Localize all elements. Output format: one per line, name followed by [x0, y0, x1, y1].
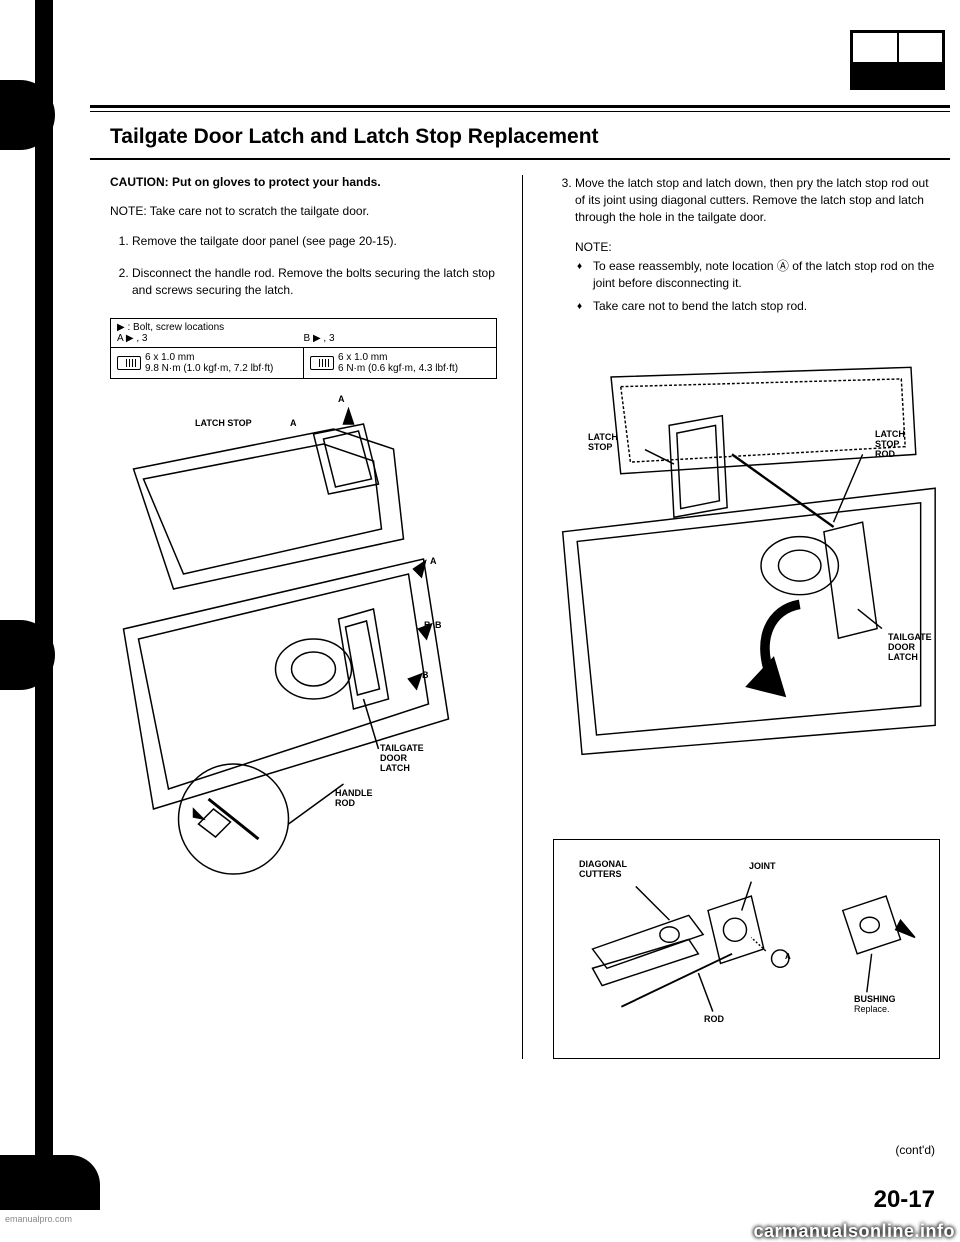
step-3: Move the latch stop and latch down, then…: [575, 175, 940, 225]
label-b: B: [424, 621, 431, 631]
contd-text: (cont'd): [895, 1143, 935, 1157]
label-a: A: [430, 557, 437, 567]
step-2: Disconnect the handle rod. Remove the bo…: [132, 265, 497, 299]
label-rod: ROD: [704, 1015, 724, 1025]
torque-spec-box: ▶ : Bolt, screw locations A ▶ , 3 B ▶ , …: [110, 318, 497, 379]
label-a: A: [338, 395, 345, 405]
left-column: CAUTION: Put on gloves to protect your h…: [110, 175, 523, 1059]
label-handle-rod: HANDLE ROD: [335, 789, 373, 809]
steps-list: Remove the tailgate door panel (see page…: [110, 233, 497, 298]
bolt-icon: [117, 356, 141, 370]
note-text: NOTE: Take care not to scratch the tailg…: [110, 204, 497, 218]
label-diagonal-cutters: DIAGONAL CUTTERS: [579, 860, 627, 880]
binder-spine: [35, 0, 53, 1200]
note-label: NOTE:: [575, 240, 940, 254]
watermark: carmanualsonline.info: [753, 1221, 955, 1242]
label-latch-stop: LATCH STOP: [588, 433, 618, 453]
spec-a-torque: 9.8 N·m (1.0 kgf·m, 7.2 lbf·ft): [145, 363, 273, 374]
label-tailgate-door-latch: TAILGATE DOOR LATCH: [888, 633, 932, 663]
spec-a-size: 6 x 1.0 mm: [145, 352, 273, 363]
spec-header: ▶ : Bolt, screw locations: [117, 322, 490, 333]
binder-flap: [0, 1155, 100, 1210]
caution-label: CAUTION:: [110, 175, 169, 189]
label-joint: JOINT: [749, 862, 776, 872]
car-logo-icon: [850, 30, 945, 90]
page-number: 20-17: [874, 1186, 935, 1214]
page-title: Tailgate Door Latch and Latch Stop Repla…: [110, 125, 599, 149]
left-diagram: LATCH STOP A A A B B B TAILGATE DOOR LAT…: [110, 389, 497, 889]
label-a-mark: A: [785, 953, 791, 962]
divider: [90, 158, 950, 160]
label-latch-stop: LATCH STOP: [195, 419, 252, 429]
right-column: Move the latch stop and latch down, then…: [553, 175, 950, 1059]
right-diagram: LATCH STOP LATCH STOP ROD TAILGATE DOOR …: [553, 330, 940, 840]
label-b: B: [422, 671, 429, 681]
source-url: emanualpro.com: [5, 1214, 72, 1224]
screw-icon: [310, 356, 334, 370]
label-latch-stop-rod: LATCH STOP ROD: [875, 430, 905, 460]
bullet-2: Take care not to bend the latch stop rod…: [593, 298, 940, 315]
note-bullets: To ease reassembly, note location Ⓐ of t…: [575, 258, 940, 314]
caution-text: CAUTION: Put on gloves to protect your h…: [110, 175, 497, 189]
label-bushing: BUSHING Replace.: [854, 995, 896, 1015]
bullet-1: To ease reassembly, note location Ⓐ of t…: [593, 258, 940, 292]
divider: [90, 111, 950, 112]
label-tailgate-door-latch: TAILGATE DOOR LATCH: [380, 744, 424, 774]
steps-list-right: Move the latch stop and latch down, then…: [553, 175, 940, 225]
label-a: A: [290, 419, 297, 429]
spec-b-count: B ▶ , 3: [304, 333, 491, 344]
spec-b-size: 6 x 1.0 mm: [338, 352, 458, 363]
spec-a-count: A ▶ , 3: [117, 333, 304, 344]
spec-b-torque: 6 N·m (0.6 kgf·m, 4.3 lbf·ft): [338, 363, 458, 374]
label-b: B: [435, 621, 442, 631]
divider: [90, 105, 950, 108]
step-1: Remove the tailgate door panel (see page…: [132, 233, 497, 250]
sub-diagram: DIAGONAL CUTTERS JOINT ROD A BUSHING Rep…: [553, 839, 940, 1059]
